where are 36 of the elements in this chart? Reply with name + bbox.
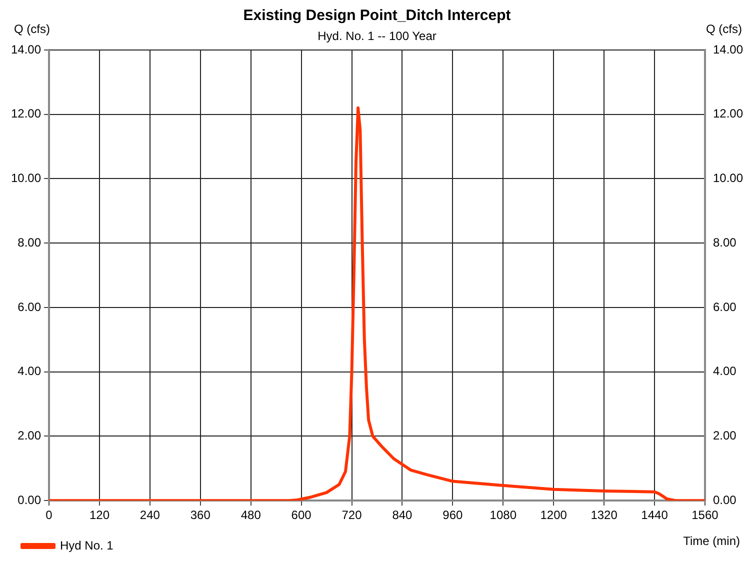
y2-tick-label: 6.00 <box>712 300 737 314</box>
y-tick-label: 6.00 <box>18 300 42 314</box>
x-tick-label: 360 <box>190 508 211 522</box>
x-tick-label: 480 <box>240 508 262 522</box>
y2-tick-label: 14.00 <box>712 42 744 56</box>
x-tick-label: 0 <box>46 508 53 522</box>
y2-axis-title: Q (cfs) <box>706 22 742 36</box>
y-tick-label: 8.00 <box>18 235 42 250</box>
x-tick-label: 240 <box>140 508 160 522</box>
y2-tick-label: 4.00 <box>712 364 737 378</box>
y-tick-label: 12.00 <box>11 106 42 121</box>
y-tick-label: 10.00 <box>11 171 42 186</box>
x-tick-label: 1560 <box>692 508 719 522</box>
x-tick-label: 1200 <box>540 508 568 522</box>
x-tick-label: 1440 <box>641 508 668 522</box>
x-tick-label: 720 <box>342 508 362 522</box>
chart-subtitle: Hyd. No. 1 -- 100 Year <box>318 29 436 43</box>
x-tick-label: 840 <box>392 508 413 522</box>
chart-title: Existing Design Point_Ditch Intercept <box>243 7 511 24</box>
y-tick-label: 14.00 <box>11 42 42 56</box>
x-tick-label: 1080 <box>490 508 517 522</box>
y2-tick-label: 0.00 <box>712 492 737 507</box>
y-tick-label: 0.00 <box>18 492 42 507</box>
y2-tick-label: 2.00 <box>712 428 737 443</box>
x-tick-label: 600 <box>291 508 312 522</box>
x-tick-label: 960 <box>442 508 464 522</box>
x-axis-title: Time (min) <box>683 534 740 548</box>
legend-label: Hyd No. 1 <box>60 538 114 552</box>
y-tick-label: 4.00 <box>18 364 42 378</box>
x-tick-label: 1320 <box>590 508 618 522</box>
y2-tick-label: 10.00 <box>712 171 744 186</box>
y-axis-title: Q (cfs) <box>14 22 50 36</box>
y2-tick-label: 12.00 <box>712 106 744 121</box>
x-tick-label: 120 <box>89 508 110 522</box>
y2-tick-label: 8.00 <box>712 235 737 250</box>
y-tick-label: 2.00 <box>18 428 42 443</box>
